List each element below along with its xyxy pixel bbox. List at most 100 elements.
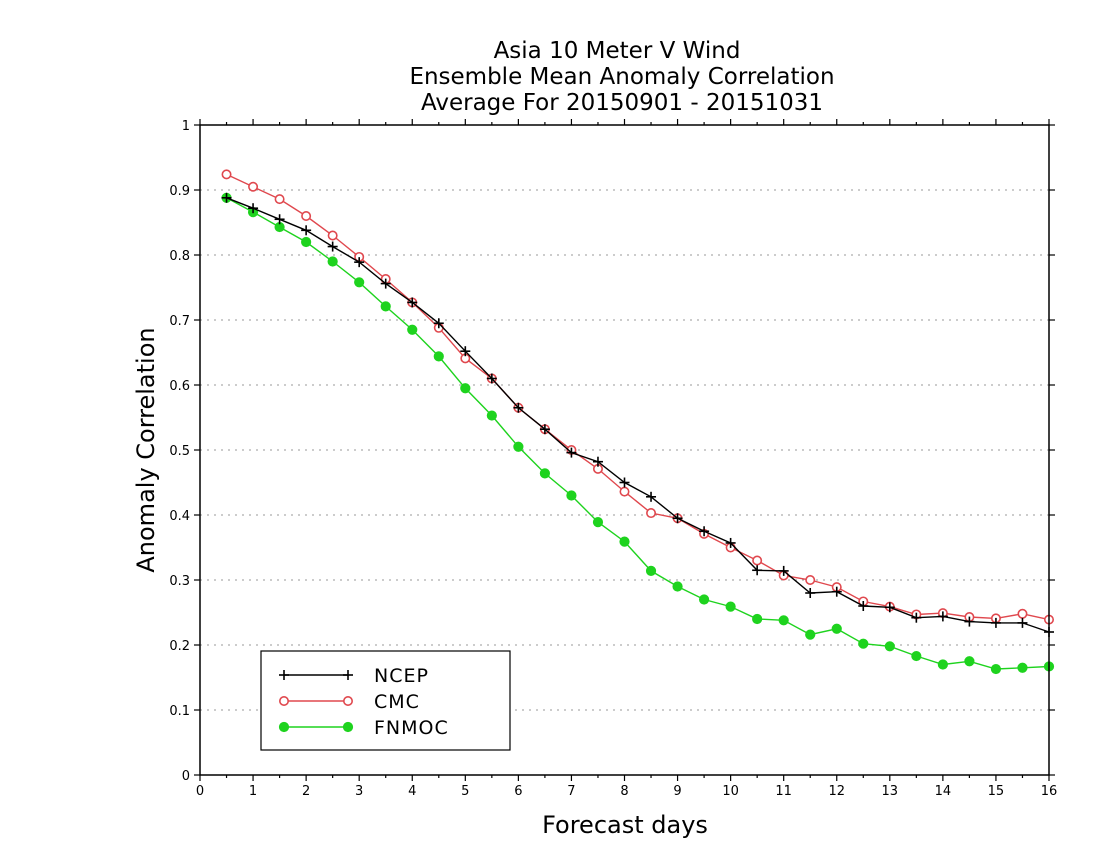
data-point-fnmoc [301,236,312,248]
data-point-cmc [301,211,312,222]
data-point-fnmoc [486,410,497,421]
chart-title-line-3: Average For 20150901 - 20151031 [421,90,823,116]
x-tick-label: 12 [828,784,845,799]
data-point-ncep [327,241,338,252]
data-point-fnmoc [433,351,444,362]
legend-item-cmc: CMC [278,691,420,713]
data-point-cmc [619,486,630,497]
data-point-fnmoc [672,581,683,592]
series [221,169,1055,675]
x-tick-label: 0 [196,784,204,799]
legend-label-fnmoc: FNMOC [374,717,449,739]
plot-frame [199,124,1050,776]
y-tick-label: 0.9 [169,184,190,199]
x-tick-label: 15 [988,784,1005,799]
data-point-fnmoc [884,641,895,652]
data-point-fnmoc [460,383,471,394]
data-point-ncep [725,537,736,548]
data-point-ncep [1017,617,1028,628]
legend-marker-ncep [343,670,353,680]
x-tick-label: 8 [620,784,628,799]
data-point-ncep [539,424,550,435]
data-point-fnmoc [937,659,948,670]
gridlines [200,189,1049,711]
data-point-ncep [937,611,948,622]
data-point-ncep [380,278,391,289]
legend-marker-cmc [278,695,289,706]
data-point-fnmoc [327,256,338,267]
data-point-ncep [301,225,312,236]
data-point-cmc [248,181,259,192]
series-fnmoc [221,192,1055,675]
y-tick-label: 0.2 [169,639,190,654]
data-point-cmc [221,169,232,180]
data-point-cmc [274,194,285,205]
data-point-ncep [964,616,975,627]
x-tick-label: 7 [567,784,575,799]
data-point-fnmoc [645,565,657,577]
data-point-ncep [592,456,603,467]
data-point-fnmoc [752,613,763,625]
legend-label-cmc: CMC [374,691,420,713]
data-point-ncep [646,491,657,502]
y-axis-label: Anomaly Correlation [132,327,160,572]
data-point-cmc [1017,608,1028,619]
data-point-fnmoc [805,629,816,640]
legend-marker-ncep [279,670,289,680]
series-ncep [221,192,1054,637]
data-point-fnmoc [592,517,604,528]
series-line-ncep [226,197,1050,633]
data-point-ncep [990,617,1001,628]
data-point-ncep [672,513,683,524]
data-point-ncep [248,203,259,214]
data-point-fnmoc [698,594,710,605]
data-point-ncep [354,257,365,268]
legend-marker-fnmoc [342,721,354,733]
x-tick-label: 2 [302,784,310,799]
data-point-ncep [805,588,816,598]
data-point-cmc [805,574,816,585]
data-point-ncep [433,318,444,329]
data-point-ncep [831,586,842,597]
x-tick-label: 4 [408,784,416,799]
data-point-fnmoc [990,663,1002,675]
data-point-fnmoc [539,468,551,479]
data-point-fnmoc [566,490,577,501]
legend: NCEP CMC FNMOC [260,650,511,751]
data-point-fnmoc [407,324,418,335]
data-point-fnmoc [513,441,524,452]
x-tick-label: 5 [461,784,469,799]
y-tick-label: 1 [182,119,190,134]
chart-title-line-1: Asia 10 Meter V Wind [494,38,741,64]
data-point-ncep [566,447,577,458]
legend-item-fnmoc: FNMOC [278,717,449,739]
data-point-fnmoc [1017,662,1028,673]
data-point-fnmoc [725,601,736,612]
data-point-fnmoc [831,623,842,634]
x-tick-label: 10 [722,784,739,799]
data-point-cmc [752,555,763,566]
data-point-fnmoc [858,638,869,649]
y-tick-label: 0 [182,769,190,784]
y-tick-label: 0.5 [169,444,190,459]
data-point-ncep [752,565,763,576]
data-point-fnmoc [778,615,789,626]
y-tick-label: 0.1 [169,704,190,719]
data-point-fnmoc [354,277,365,288]
data-point-ncep [513,402,524,413]
x-tick-label: 14 [935,784,952,799]
data-point-ncep [778,565,789,576]
axes: 00.10.20.30.40.50.60.70.80.910 1 2 3 4 5 6 7 8 9 1… [169,119,1057,799]
data-point-cmc [646,508,657,519]
x-tick-label: 11 [775,784,792,799]
data-point-ncep [407,297,418,308]
data-point-cmc [327,230,338,241]
data-point-ncep [221,192,232,203]
data-point-ncep [858,601,869,611]
y-tick-label: 0.7 [169,314,190,329]
data-point-ncep [619,477,630,488]
x-axis-label: Forecast days [542,811,708,839]
legend-marker-cmc [342,695,353,706]
